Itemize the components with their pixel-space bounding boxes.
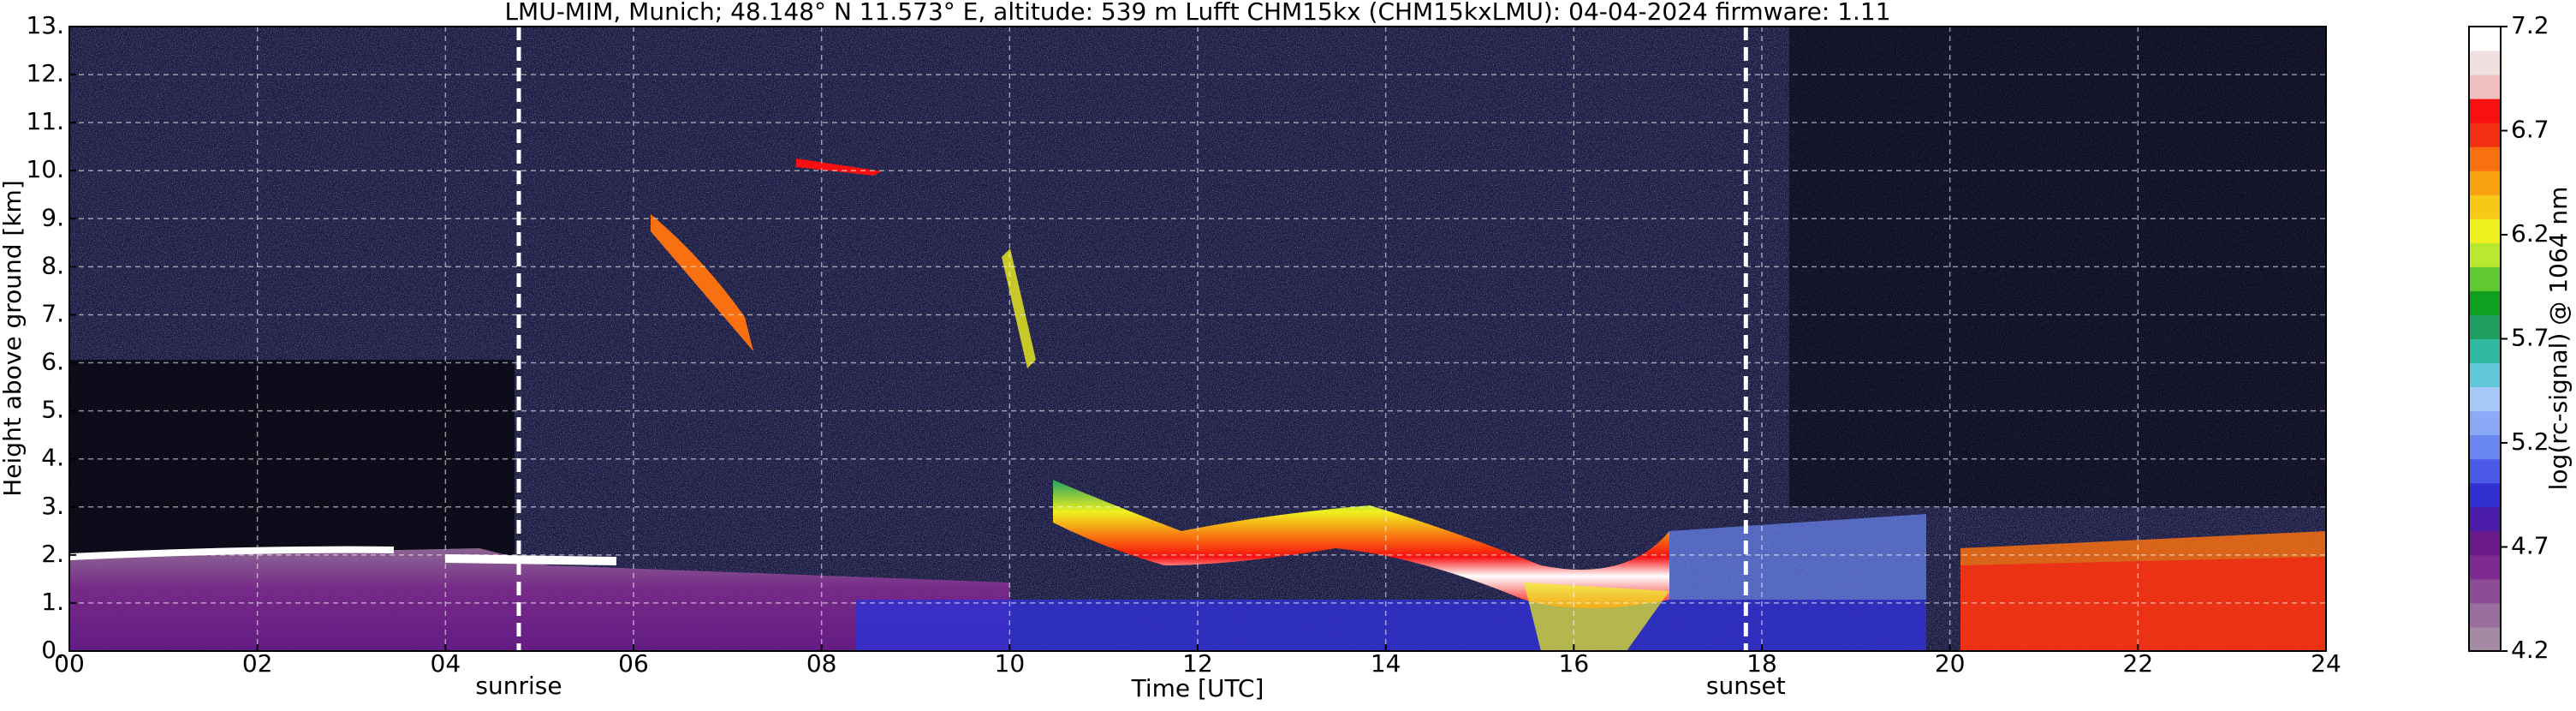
annotation-label: sunrise (475, 672, 562, 700)
y-tick-label: 12. (26, 59, 64, 87)
colorbar-swatch (2469, 99, 2501, 123)
y-tick-label: 1. (41, 588, 64, 616)
colorbar-swatch (2469, 602, 2501, 628)
y-tick-label: 9. (41, 203, 64, 231)
y-tick-label: 13. (26, 11, 64, 39)
x-tick-label: 10 (995, 649, 1026, 678)
x-tick-label: 02 (242, 649, 273, 678)
colorbar-swatch (2469, 218, 2501, 243)
colorbar-swatch (2469, 122, 2501, 147)
y-axis-label: Height above ground [km] (0, 180, 27, 497)
colorbar-tick-label: 4.2 (2511, 636, 2549, 664)
colorbar-swatch (2469, 506, 2501, 532)
x-tick-label: 20 (1935, 649, 1966, 678)
colorbar-label: log(rc-signal) @ 1064 nm (2544, 187, 2573, 491)
colorbar-swatch (2469, 530, 2501, 556)
colorbar-tick-label: 5.7 (2511, 324, 2549, 352)
x-tick-label: 16 (1559, 649, 1590, 678)
colorbar-swatch (2469, 578, 2501, 604)
colorbar-swatch (2469, 242, 2501, 267)
colorbar-swatch (2469, 75, 2501, 99)
y-tick-label: 2. (41, 540, 64, 568)
x-tick-label: 22 (2123, 649, 2154, 678)
colorbar-swatch (2469, 290, 2501, 315)
colorbar-swatch (2469, 410, 2501, 436)
x-tick-label: 00 (54, 649, 85, 678)
colorbar-tick-label: 6.7 (2511, 116, 2549, 144)
x-tick-label: 14 (1371, 649, 1401, 678)
y-tick-label: 0. (41, 636, 64, 664)
y-tick-label: 5. (41, 396, 64, 424)
colorbar-swatch (2469, 386, 2501, 412)
colorbar-swatch (2469, 51, 2501, 75)
colorbar-tick-label: 6.2 (2511, 219, 2549, 248)
annotation-label: sunset (1706, 672, 1786, 700)
colorbar-swatch (2469, 482, 2501, 508)
y-tick-label: 4. (41, 444, 64, 472)
x-tick-label: 24 (2311, 649, 2341, 678)
colorbar-tick-label: 7.2 (2511, 11, 2549, 39)
colorbar-swatch (2469, 554, 2501, 580)
colorbar-swatch (2469, 458, 2501, 484)
y-tick-label: 7. (41, 299, 64, 327)
x-tick-label: 06 (618, 649, 649, 678)
x-tick-label: 18 (1746, 649, 1777, 678)
chart-title: LMU-MIM, Munich; 48.148° N 11.573° E, al… (504, 0, 1890, 26)
x-tick-label: 12 (1182, 649, 1213, 678)
plot-frame (68, 26, 2327, 652)
y-tick-label: 6. (41, 348, 64, 376)
x-tick-label: 08 (806, 649, 837, 678)
x-tick-label: 04 (431, 649, 461, 678)
colorbar-tick-label: 4.7 (2511, 532, 2549, 560)
y-tick-label: 8. (41, 251, 64, 279)
colorbar-swatch (2469, 626, 2501, 652)
colorbar-swatch (2469, 314, 2501, 339)
x-axis-label: Time [UTC] (1131, 674, 1264, 702)
y-tick-label: 11. (26, 107, 64, 135)
colorbar-swatch (2469, 146, 2501, 171)
colorbar-swatch (2469, 170, 2501, 195)
y-tick-label: 10. (26, 155, 64, 183)
colorbar-swatch (2469, 194, 2501, 219)
colorbar-swatch (2469, 362, 2501, 388)
axes: 0. 1. 2. 3. 4. 5. 6. 7. 8. 9. 10. 11. 12. 13. 00 02 04 06… (26, 11, 2549, 700)
colorbar-tick-label: 5.2 (2511, 427, 2549, 456)
colorbar-swatch (2469, 338, 2501, 364)
y-tick-label: 3. (41, 492, 64, 520)
colorbar-swatch (2469, 27, 2501, 51)
colorbar-swatch (2469, 434, 2501, 460)
colorbar-swatch (2469, 266, 2501, 291)
